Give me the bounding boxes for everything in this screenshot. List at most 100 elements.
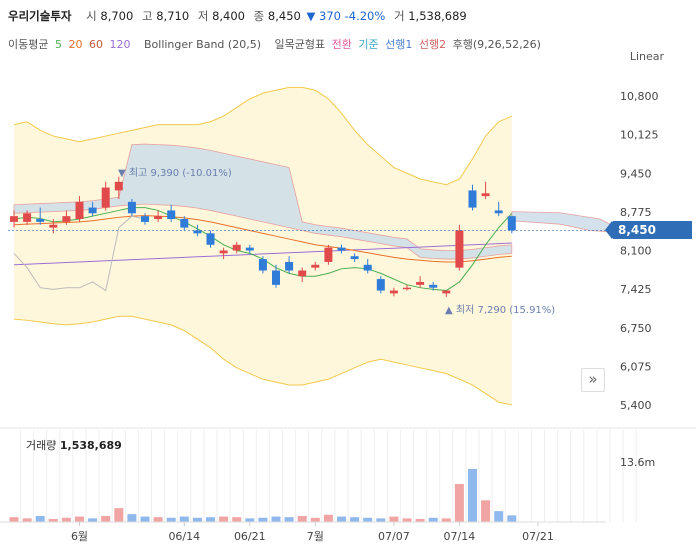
volume-bar (402, 518, 412, 522)
candle (507, 216, 516, 231)
high-marker: ▼ 최고 9,390 (-10.01%) (118, 168, 232, 179)
volume-bar (127, 514, 137, 522)
ma120-line (13, 242, 512, 266)
volume-bar (232, 517, 242, 522)
candle (193, 230, 202, 234)
candle (258, 259, 267, 271)
high-label: 고 (141, 9, 153, 23)
low-value: 8,400 (212, 9, 246, 23)
candle (180, 219, 189, 228)
ichimoku-conversion-label: 전환 (331, 38, 352, 51)
volume-bar (337, 516, 346, 522)
x-axis-label: 6월 (71, 530, 88, 543)
volume-bar (271, 516, 281, 522)
volume-bar (428, 517, 438, 522)
candle (363, 264, 372, 271)
ma120-label[interactable]: 120 (109, 38, 131, 51)
candle (272, 270, 280, 285)
volume-bar (153, 517, 163, 522)
volume-label: 거 (393, 9, 405, 23)
candle (337, 247, 346, 251)
volume-bar (284, 517, 294, 522)
bollinger-label[interactable]: Bollinger Band (20,5) (143, 38, 261, 51)
x-axis-label: 7월 (307, 530, 324, 543)
x-axis-label: 07/07 (378, 530, 410, 543)
volume-bar (507, 515, 517, 522)
candle (298, 270, 307, 277)
candle (494, 210, 503, 214)
ma60-label[interactable]: 60 (88, 38, 103, 51)
volume-panel-label: 거래량 (26, 439, 57, 452)
volume-bar (363, 517, 373, 522)
y-axis-label: 8,100 (620, 245, 652, 258)
ichimoku-cloud-future (511, 211, 615, 233)
candle (455, 230, 464, 268)
candle (167, 210, 176, 220)
indicator-legend: 이동평균 5 20 60 120 Bollinger Band (20,5) 일… (8, 36, 544, 52)
candle (416, 281, 425, 285)
ichimoku-base-label: 기준 (358, 38, 379, 51)
ma5-label[interactable]: 5 (54, 38, 62, 51)
volume-bar (192, 517, 202, 522)
y-axis-label: 10,125 (620, 129, 659, 142)
candle (154, 216, 163, 220)
bollinger-upper-line (13, 86, 513, 186)
volume-bar (245, 518, 255, 522)
candle (206, 233, 215, 245)
x-axis-label: 07/21 (522, 530, 554, 543)
candle (429, 284, 438, 288)
ichimoku-label[interactable]: 일목균형표 (274, 38, 326, 51)
volume-bar (48, 518, 58, 522)
low-label: 저 (197, 9, 209, 23)
volume-bar (376, 518, 386, 522)
volume-bar (22, 518, 32, 522)
volume-bar (494, 511, 504, 522)
volume-bar (468, 468, 477, 522)
volume-bar (297, 515, 307, 522)
stock-summary: 우리기술투자 시 8,700 고 8,710 저 8,400 종 8,450 ▼… (8, 8, 467, 24)
volume-bar (389, 516, 399, 522)
volume-bar (114, 508, 124, 522)
volume-value: 1,538,689 (408, 9, 467, 23)
candle (285, 261, 294, 271)
ichimoku-span2-label: 선행2 (418, 38, 447, 51)
bollinger-lower-line (13, 315, 512, 406)
stock-name: 우리기술투자 (8, 9, 72, 23)
candle (376, 279, 385, 291)
candle (468, 190, 477, 208)
ma-label[interactable]: 이동평균 (8, 38, 49, 51)
scroll-forward-button[interactable]: » (581, 368, 605, 392)
volume-bar (258, 517, 268, 522)
y-axis-label: 10,800 (620, 90, 659, 103)
volume-bar (350, 517, 360, 522)
open-value: 8,700 (100, 9, 134, 23)
y-axis-label: 7,425 (620, 283, 652, 296)
volume-bar (101, 515, 111, 522)
candle (88, 207, 97, 214)
volume-bar (9, 517, 19, 522)
current-price-tag: 8,450 (605, 221, 692, 239)
candle (141, 216, 149, 222)
ma20-label[interactable]: 20 (68, 38, 83, 51)
scale-mode-button[interactable]: Linear (629, 50, 664, 63)
candle (75, 201, 84, 220)
x-axis-label: 06/14 (168, 530, 200, 543)
volume-bar (61, 517, 71, 522)
volume-bar (88, 518, 98, 522)
open-label: 시 (86, 9, 97, 23)
ichimoku-lagging-label: 후행(9,26,52,26) (452, 38, 541, 51)
volume-axis-label: 13.6m (620, 456, 655, 469)
volume-bar (166, 517, 176, 522)
ichimoku-span1-label: 선행1 (385, 38, 413, 51)
candle (127, 201, 136, 214)
volume-bar (206, 517, 215, 522)
close-value: 8,450 (267, 9, 301, 23)
double-chevron-right-icon: » (588, 370, 598, 388)
volume-panel-title: 거래량 1,538,689 (26, 437, 122, 453)
y-axis-label: 8,775 (620, 206, 652, 219)
high-value: 8,710 (156, 9, 190, 23)
candle (389, 290, 398, 294)
y-axis-label: 9,450 (620, 167, 652, 180)
volume-bar (310, 517, 320, 522)
